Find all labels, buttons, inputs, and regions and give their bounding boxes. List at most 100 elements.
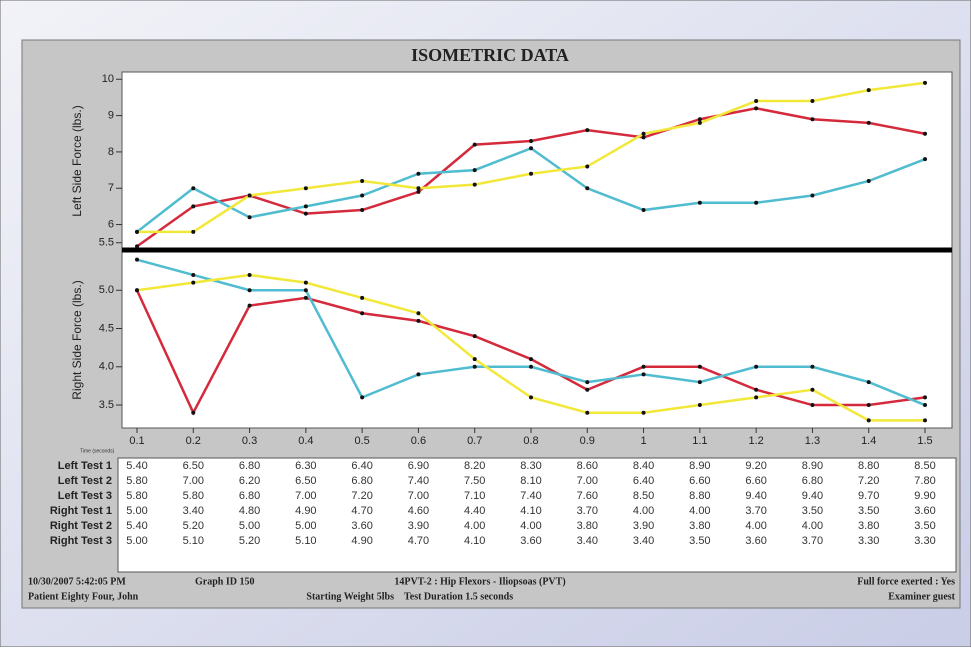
point bbox=[754, 99, 759, 104]
point bbox=[697, 380, 702, 385]
table-cell: 6.80 bbox=[239, 460, 260, 472]
point bbox=[641, 208, 646, 213]
point bbox=[247, 288, 252, 293]
point bbox=[697, 403, 702, 408]
x-tick-label: 1.2 bbox=[748, 435, 763, 447]
table-cell: 8.20 bbox=[464, 460, 485, 472]
y-tick-label: 9 bbox=[108, 109, 114, 121]
point bbox=[360, 193, 365, 198]
row-label: Right Test 3 bbox=[50, 535, 112, 547]
point bbox=[416, 186, 421, 191]
footer-text: 14PVT-2 : Hip Flexors - Iliopsoas (PVT) bbox=[394, 576, 565, 587]
table-cell: 7.00 bbox=[408, 490, 429, 502]
chart-title: ISOMETRIC DATA bbox=[411, 45, 569, 65]
point bbox=[923, 403, 927, 408]
point bbox=[923, 131, 927, 136]
table-cell: 6.30 bbox=[295, 460, 316, 472]
point bbox=[416, 189, 421, 194]
table-cell: 4.90 bbox=[295, 505, 316, 517]
table-cell: 8.60 bbox=[577, 460, 598, 472]
table-cell: 6.60 bbox=[745, 475, 766, 487]
table-cell: 8.50 bbox=[633, 490, 654, 502]
point bbox=[135, 288, 139, 293]
table-cell: 4.10 bbox=[520, 505, 541, 517]
table-cell: 3.30 bbox=[914, 535, 935, 547]
y-tick-label: 8 bbox=[108, 146, 114, 158]
table-cell: 5.80 bbox=[183, 490, 204, 502]
table-cell: 8.30 bbox=[520, 460, 541, 472]
table-cell: 7.40 bbox=[408, 475, 429, 487]
point bbox=[754, 395, 759, 400]
table-cell: 5.20 bbox=[239, 535, 260, 547]
x-tick-label: 0.9 bbox=[580, 435, 595, 447]
point bbox=[810, 364, 815, 369]
table-cell: 7.50 bbox=[464, 475, 485, 487]
table-cell: 6.40 bbox=[633, 475, 654, 487]
table-cell: 3.70 bbox=[802, 535, 823, 547]
table-cell: 6.50 bbox=[183, 460, 204, 472]
x-tick-label: 0.4 bbox=[298, 435, 313, 447]
table-cell: 6.20 bbox=[239, 475, 260, 487]
point bbox=[641, 372, 646, 377]
table-cell: 5.10 bbox=[183, 535, 204, 547]
table-cell: 4.00 bbox=[689, 505, 710, 517]
point bbox=[641, 410, 646, 415]
table-cell: 3.60 bbox=[520, 535, 541, 547]
point bbox=[191, 186, 196, 191]
x-axis-label: Time (seconds) bbox=[80, 448, 115, 454]
point bbox=[641, 131, 646, 136]
y-tick-label: 5.0 bbox=[99, 284, 114, 296]
point bbox=[529, 171, 533, 176]
table-cell: 8.40 bbox=[633, 460, 654, 472]
table-cell: 7.00 bbox=[183, 475, 204, 487]
y-tick-label: 5.5 bbox=[99, 237, 114, 249]
point bbox=[697, 364, 702, 369]
table-cell: 6.80 bbox=[239, 490, 260, 502]
point bbox=[866, 178, 871, 183]
point bbox=[585, 380, 590, 385]
point bbox=[247, 215, 252, 220]
y-tick-label: 7 bbox=[108, 182, 114, 194]
point bbox=[303, 211, 308, 216]
table-cell: 3.40 bbox=[577, 535, 598, 547]
table-cell: 3.80 bbox=[577, 520, 598, 532]
point bbox=[529, 139, 533, 144]
point bbox=[866, 403, 871, 408]
table-cell: 8.90 bbox=[689, 460, 710, 472]
point bbox=[585, 186, 590, 191]
point bbox=[923, 80, 927, 85]
table-cell: 8.50 bbox=[914, 460, 935, 472]
footer-text: Test Duration 1.5 seconds bbox=[404, 591, 513, 602]
point bbox=[247, 303, 252, 308]
footer-text: Graph ID 150 bbox=[195, 576, 254, 587]
point bbox=[360, 395, 365, 400]
x-tick-label: 0.8 bbox=[523, 435, 538, 447]
table-cell: 8.80 bbox=[689, 490, 710, 502]
point bbox=[191, 229, 196, 234]
table-cell: 6.80 bbox=[802, 475, 823, 487]
point bbox=[360, 311, 365, 316]
point bbox=[529, 146, 533, 151]
table-cell: 7.00 bbox=[577, 475, 598, 487]
y-tick-label: 6 bbox=[108, 218, 114, 230]
table-cell: 9.20 bbox=[745, 460, 766, 472]
table-cell: 3.80 bbox=[689, 520, 710, 532]
table-cell: 7.20 bbox=[351, 490, 372, 502]
table-cell: 4.10 bbox=[464, 535, 485, 547]
point bbox=[585, 410, 590, 415]
point bbox=[810, 403, 815, 408]
table-cell: 5.40 bbox=[126, 520, 147, 532]
table-cell: 5.80 bbox=[126, 475, 147, 487]
point bbox=[585, 164, 590, 169]
point bbox=[303, 280, 308, 285]
point bbox=[360, 295, 365, 300]
footer-text: 10/30/2007 5:42:05 PM bbox=[28, 576, 126, 587]
footer-text: Starting Weight 5lbs bbox=[306, 591, 394, 602]
table-cell: 3.90 bbox=[633, 520, 654, 532]
y-tick-label: 4.5 bbox=[99, 322, 114, 334]
point bbox=[923, 418, 927, 423]
table-cell: 3.50 bbox=[689, 535, 710, 547]
point bbox=[416, 171, 421, 176]
table-cell: 3.80 bbox=[858, 520, 879, 532]
table-cell: 8.10 bbox=[520, 475, 541, 487]
